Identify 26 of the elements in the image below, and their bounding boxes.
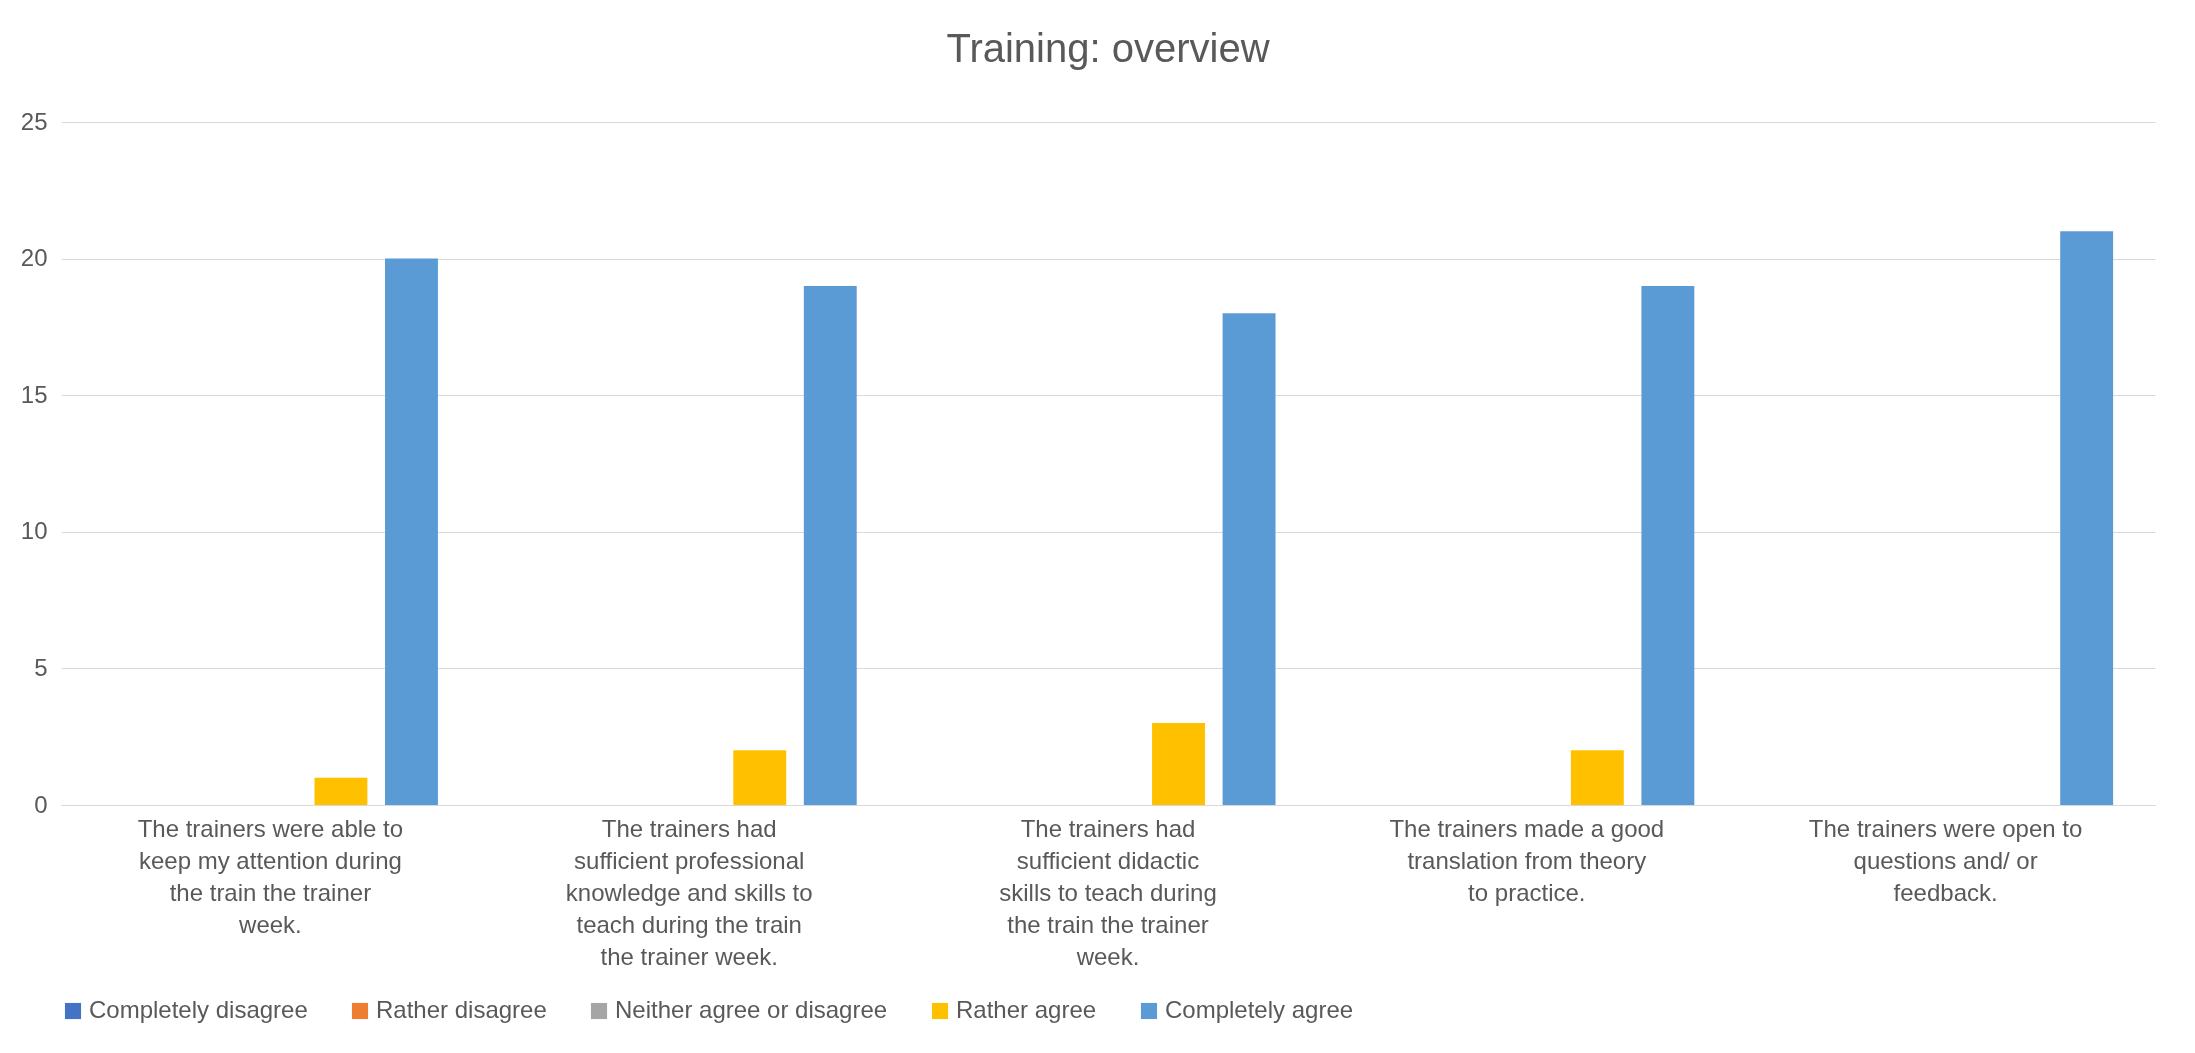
y-tick-label: 25 <box>20 107 48 135</box>
x-tick-label: The trainers had sufficient didactic skills to teach during the train the trainer week. <box>999 814 1217 970</box>
x-tick-label: The trainers were able to keep my attention during the train the trainer week. <box>137 814 404 938</box>
legend-label: Completely agree <box>1165 996 1354 1023</box>
bar <box>733 750 787 805</box>
bar <box>1570 750 1624 805</box>
bar <box>314 777 368 805</box>
x-tick-label: The trainers had sufficient professional knowledge and skills to teach during the train the trainer week. <box>565 814 813 970</box>
legend-label: Rather disagree <box>376 996 547 1023</box>
y-tick-label: 5 <box>34 653 48 681</box>
y-tick-label: 0 <box>34 790 48 818</box>
bar <box>1152 723 1205 805</box>
bar <box>2060 231 2114 805</box>
y-tick-label: 10 <box>20 517 48 545</box>
y-tick-label: 20 <box>20 244 48 272</box>
x-tick-label: The trainers were open to questions and/ or feedback. <box>1808 814 2083 906</box>
legend-label: Rather agree <box>956 996 1097 1023</box>
bar <box>385 258 438 805</box>
bar <box>1222 313 1276 805</box>
bar <box>803 285 857 805</box>
legend-label: Completely disagree <box>89 996 308 1023</box>
x-tick-label: The trainers made a good translation from theory to practice. <box>1389 814 1665 906</box>
chart-title: Training: overview <box>946 26 1270 70</box>
y-tick-label: 15 <box>20 380 48 408</box>
legend-label: Neither agree or disagree <box>615 996 888 1023</box>
bar <box>1641 285 1695 805</box>
